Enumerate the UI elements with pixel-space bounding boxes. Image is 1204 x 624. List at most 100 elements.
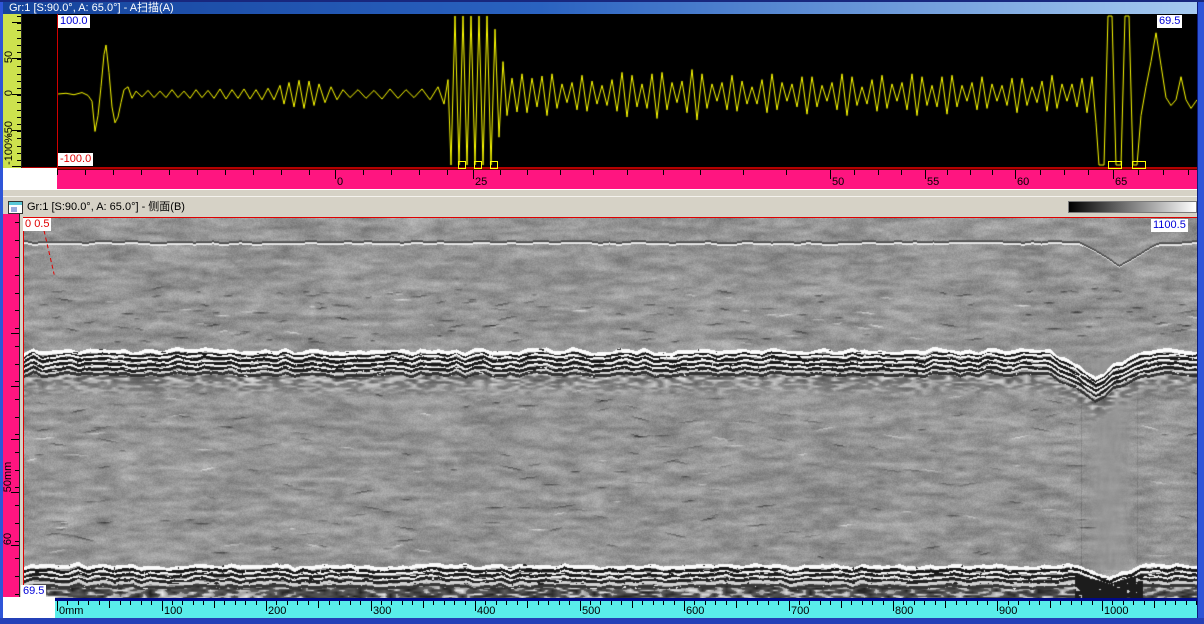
scan-tick — [559, 601, 560, 605]
scan-tick — [151, 601, 152, 605]
scan-tick — [402, 601, 403, 605]
ruler-major-tick — [335, 170, 336, 179]
scan-tick — [1092, 601, 1093, 605]
amp-minor-tick — [17, 59, 21, 60]
depth-minor-tick — [15, 470, 19, 471]
depth-major-tick — [11, 333, 19, 334]
scan-tick — [757, 601, 758, 605]
ascan-ruler-corner — [3, 168, 57, 189]
scan-tick — [705, 601, 706, 605]
amp-minor-tick — [17, 131, 21, 132]
scan-tick — [1060, 601, 1061, 605]
bscan-title: Gr:1 [S:90.0°, A: 65.0°] - 侧面(B) — [27, 201, 185, 213]
scan-tick — [736, 601, 737, 608]
ruler-label: 0 — [337, 176, 344, 188]
depth-minor-tick — [15, 417, 19, 418]
scan-tick — [903, 601, 904, 605]
amp-major-tick — [12, 166, 21, 167]
amp-minor-tick — [17, 102, 21, 103]
ascan-title-bar[interactable]: Gr:1 [S:90.0°, A: 65.0°] - A扫描(A) — [3, 2, 1197, 15]
ruler-tick — [663, 170, 664, 175]
bscan-image-area[interactable] — [23, 217, 1198, 599]
scan-tick — [893, 601, 894, 611]
ruler-tick — [1138, 170, 1139, 175]
ascan-bottom-border — [22, 167, 1197, 169]
scan-tick — [224, 601, 225, 605]
depth-major-tick — [11, 545, 19, 546]
ruler-tick — [560, 170, 561, 175]
bscan-title-bar[interactable]: Gr:1 [S:90.0°, A: 65.0°] - 侧面(B) — [3, 196, 1197, 217]
amp-minor-tick — [17, 153, 21, 154]
scan-tick — [956, 601, 957, 605]
gate-marker[interactable] — [474, 161, 482, 169]
depth-minor-tick — [15, 452, 19, 453]
gate-marker[interactable] — [1132, 161, 1146, 169]
panel-splitter[interactable] — [3, 189, 1197, 197]
depth-major-tick — [11, 386, 19, 387]
scan-tick — [987, 601, 988, 605]
ruler-tick — [627, 170, 628, 175]
scan-tick — [1123, 601, 1124, 605]
ascan-plot-background[interactable] — [22, 14, 1197, 168]
ruler-tick — [1064, 170, 1065, 175]
depth-minor-tick — [15, 399, 19, 400]
amp-major-tick — [12, 22, 21, 23]
depth-minor-tick — [15, 293, 19, 294]
ruler-tick — [391, 170, 392, 175]
scan-tick — [78, 601, 79, 605]
scan-tick — [120, 601, 121, 605]
gate-marker[interactable] — [490, 161, 498, 169]
depth-major-tick — [11, 439, 19, 440]
ascan-amplitude-scale[interactable]: 50 0 -50 -100% — [3, 14, 22, 168]
scan-ruler-label: 700 — [791, 605, 810, 617]
amp-minor-tick — [17, 45, 21, 46]
scan-tick — [391, 601, 392, 605]
gate-marker[interactable] — [458, 161, 466, 169]
ascan-waveform-canvas[interactable] — [22, 14, 1197, 168]
amp-major-tick — [12, 130, 21, 131]
scan-tick — [256, 601, 257, 605]
scan-tick — [496, 601, 497, 605]
scan-tick — [423, 601, 424, 608]
ruler-tick — [786, 170, 787, 175]
ruler-major-tick — [473, 170, 474, 179]
amp-minor-tick — [17, 16, 21, 17]
scan-tick — [569, 601, 570, 605]
scan-tick — [381, 601, 382, 605]
scan-tick — [308, 601, 309, 605]
scan-tick — [590, 601, 591, 605]
depth-minor-tick — [15, 240, 19, 241]
scan-tick — [235, 601, 236, 605]
ascan-depth-ruler[interactable]: 0 25 50 55 60 65 — [57, 169, 1197, 189]
scan-tick — [88, 601, 89, 605]
scan-tick — [778, 601, 779, 605]
scan-tick — [517, 601, 518, 605]
scan-tick — [339, 601, 340, 605]
scan-tick — [799, 601, 800, 605]
grayscale-colorbar[interactable] — [1068, 201, 1197, 213]
scan-tick — [726, 601, 727, 605]
amp-minor-tick — [17, 95, 21, 96]
scan-tick — [67, 601, 68, 605]
depth-minor-tick — [15, 505, 19, 506]
scan-tick — [1165, 601, 1166, 605]
scan-tick — [653, 601, 654, 605]
ruler-tick — [901, 170, 902, 175]
ruler-label: 50 — [832, 176, 845, 188]
ruler-tick — [113, 170, 114, 175]
depth-minor-tick — [15, 310, 19, 311]
bscan-depth-scale[interactable]: 50mm 60 — [2, 214, 20, 597]
bscan-image-canvas[interactable] — [24, 218, 1198, 599]
gate-marker[interactable] — [1108, 161, 1122, 169]
depth-minor-tick — [15, 541, 19, 542]
ruler-tick — [225, 170, 226, 175]
scan-tick — [1112, 601, 1113, 605]
scan-axis-ruler[interactable]: 0mm 100 200 300 400 500 600 700 800 900 1000 — [55, 601, 1197, 618]
amp-minor-tick — [17, 160, 21, 161]
ruler-tick — [743, 170, 744, 175]
amp-minor-tick — [17, 124, 21, 125]
scan-ruler-label: 800 — [895, 605, 914, 617]
scan-tick — [1133, 601, 1134, 605]
ruler-tick — [197, 170, 198, 175]
